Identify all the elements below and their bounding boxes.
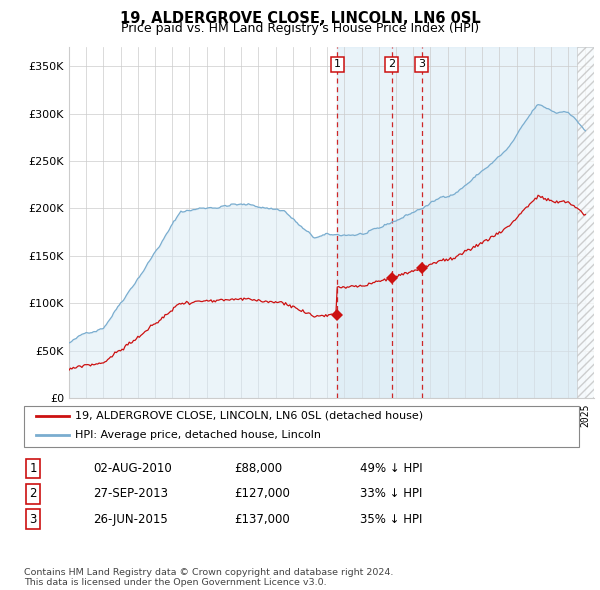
- Text: 19, ALDERGROVE CLOSE, LINCOLN, LN6 0SL (detached house): 19, ALDERGROVE CLOSE, LINCOLN, LN6 0SL (…: [75, 411, 423, 421]
- Text: 19, ALDERGROVE CLOSE, LINCOLN, LN6 0SL: 19, ALDERGROVE CLOSE, LINCOLN, LN6 0SL: [119, 11, 481, 25]
- Text: 2: 2: [388, 60, 395, 70]
- Text: 3: 3: [29, 513, 37, 526]
- Text: Price paid vs. HM Land Registry's House Price Index (HPI): Price paid vs. HM Land Registry's House …: [121, 22, 479, 35]
- Text: £88,000: £88,000: [234, 462, 282, 475]
- Text: 3: 3: [418, 60, 425, 70]
- Text: HPI: Average price, detached house, Lincoln: HPI: Average price, detached house, Linc…: [75, 430, 321, 440]
- Text: 27-SEP-2013: 27-SEP-2013: [93, 487, 168, 500]
- Text: 33% ↓ HPI: 33% ↓ HPI: [360, 487, 422, 500]
- Text: 1: 1: [334, 60, 341, 70]
- Text: 2: 2: [29, 487, 37, 500]
- Text: 35% ↓ HPI: 35% ↓ HPI: [360, 513, 422, 526]
- Text: 1: 1: [29, 462, 37, 475]
- Text: 49% ↓ HPI: 49% ↓ HPI: [360, 462, 422, 475]
- Text: £127,000: £127,000: [234, 487, 290, 500]
- Text: Contains HM Land Registry data © Crown copyright and database right 2024.
This d: Contains HM Land Registry data © Crown c…: [24, 568, 394, 587]
- Text: 26-JUN-2015: 26-JUN-2015: [93, 513, 168, 526]
- Text: £137,000: £137,000: [234, 513, 290, 526]
- Text: 02-AUG-2010: 02-AUG-2010: [93, 462, 172, 475]
- Bar: [337, 47, 594, 398]
